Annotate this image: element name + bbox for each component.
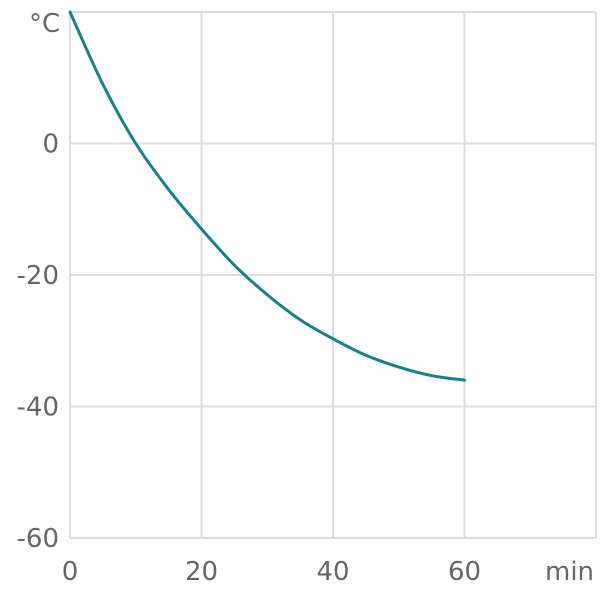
labels: 0 20 40 60 0 -20 -40 -60 — [17, 130, 482, 588]
y-tick-label: -40 — [17, 393, 59, 423]
x-tick-label: 60 — [448, 557, 481, 587]
x-tick-label: 0 — [62, 557, 79, 587]
series-layer — [68, 10, 466, 382]
x-axis-unit: min — [545, 557, 594, 587]
series-line-0 — [68, 10, 466, 382]
x-tick-label: 40 — [316, 557, 349, 587]
grid — [69, 11, 597, 539]
y-tick-label: 0 — [42, 130, 59, 160]
y-axis-unit: °C — [29, 9, 60, 39]
x-tick-label: 20 — [185, 557, 218, 587]
y-tick-label: -20 — [17, 261, 59, 291]
y-tick-label: -60 — [17, 524, 59, 554]
